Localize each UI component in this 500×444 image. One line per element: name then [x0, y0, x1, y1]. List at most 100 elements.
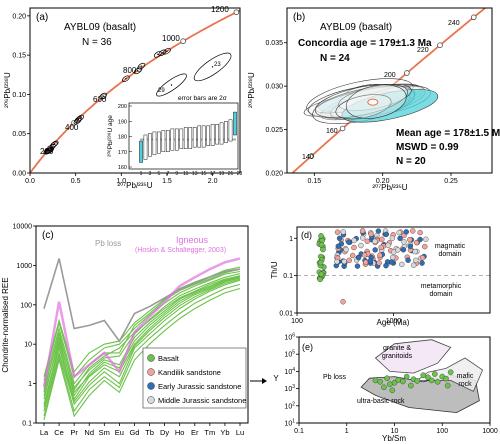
- age-error-bar: [224, 121, 228, 143]
- early-jurassic-point: [407, 243, 414, 250]
- kandilik-point: [376, 260, 382, 266]
- x-tick-label: 10: [391, 428, 399, 435]
- plot-frame: [29, 7, 241, 174]
- age-error-bar: [192, 127, 197, 148]
- basalt-point: [384, 375, 390, 382]
- age-error-bar: [157, 131, 161, 154]
- age-error-bar: [152, 131, 157, 156]
- age-error-bar: [201, 125, 206, 148]
- concordia-age-marker: [470, 14, 477, 21]
- legend-box: [142, 347, 247, 409]
- kandilik-point: [349, 252, 356, 259]
- basalt-ree-pattern: [43, 273, 241, 390]
- concordia-age-label: 1200: [211, 5, 229, 14]
- concordia-age-label: 140: [302, 154, 314, 161]
- early-jurassic-point: [335, 243, 341, 249]
- magmatic-domain-label: magmatic domain: [435, 243, 466, 258]
- inset-y-tick-label: 170: [118, 150, 127, 156]
- y-tick-exponent: 1: [292, 419, 295, 425]
- inset-note: error bars are 2σ: [178, 95, 227, 102]
- x-tick-label: Dy: [160, 428, 169, 437]
- y-tick-label: 0.10: [12, 92, 26, 99]
- kandilik-point: [377, 252, 383, 259]
- plot-frame: [296, 226, 491, 314]
- inset-y-tick-label: 190: [118, 119, 127, 125]
- x-tick-label: 1000: [386, 318, 402, 325]
- middle-jurassic-point: [341, 258, 347, 265]
- early-jurassic-point: [383, 231, 390, 238]
- age-error-bar: [219, 122, 224, 145]
- data-point: [161, 52, 164, 54]
- data-ellipse: [137, 62, 146, 70]
- early-jurassic-point: [397, 235, 403, 242]
- data-point: [102, 95, 104, 97]
- y-tick-label: 0.025: [265, 127, 283, 134]
- sample-count: N = 36: [82, 37, 112, 48]
- middle-jurassic-point: [372, 238, 378, 245]
- x-tick-label: La: [40, 428, 49, 437]
- y-tick-exponent: 4: [292, 367, 295, 373]
- basalt-point: [425, 374, 431, 381]
- early-jurassic-point: [346, 239, 352, 245]
- age-error-bar: [233, 111, 237, 136]
- basalt-ree-pattern: [43, 277, 241, 405]
- age-error-bar: [188, 127, 193, 149]
- x-tick-label: Eu: [115, 428, 124, 437]
- inset-x-tick-label: 1: [140, 171, 143, 177]
- legend-label: Basalt: [158, 354, 180, 363]
- data-point: [137, 70, 139, 72]
- x-tick-label: Pr: [70, 428, 78, 437]
- age-error-bar: [170, 128, 175, 151]
- x-tick-label: 100: [291, 318, 303, 325]
- kandilik-point: [368, 231, 374, 237]
- data-ellipse: [48, 143, 56, 151]
- age-error-bar: [143, 134, 148, 160]
- middle-jurassic-point: [423, 236, 429, 242]
- mean-age-text: Mean age = 178±1.5 Ma: [396, 128, 500, 139]
- age-error-bar: [215, 124, 219, 145]
- early-jurassic-point: [400, 247, 407, 253]
- middle-jurassic-point: [399, 261, 405, 268]
- y-tick-label: 1: [289, 236, 293, 243]
- age-error-bar: [179, 128, 184, 149]
- concordia-age-ellipse: [367, 98, 379, 106]
- x-tick-label: 0.25: [444, 178, 458, 185]
- kandilik-point: [351, 244, 357, 251]
- middle-jurassic-point: [390, 249, 397, 255]
- concordia-age-label: 1000: [162, 34, 180, 43]
- middle-jurassic-point: [395, 247, 401, 253]
- legend: Basalt Kandilik sandstone Early Jurassic…: [142, 347, 247, 409]
- early-jurassic-point: [355, 254, 362, 261]
- data-point: [157, 53, 159, 56]
- early-jurassic-point: [367, 258, 373, 264]
- x-tick-label: 1000: [482, 428, 498, 435]
- x-tick-label: 2.0: [208, 178, 218, 185]
- plot-frame: [286, 7, 493, 174]
- early-jurassic-point: [354, 263, 361, 269]
- y-tick-label: 0.020: [265, 171, 283, 178]
- x-tick-label: 0.5: [71, 178, 81, 185]
- arrow-head: [262, 378, 267, 384]
- data-point: [125, 78, 127, 80]
- sample-title: AYBL09 (basalt): [320, 22, 392, 33]
- x-tick-label: 1.5: [162, 178, 172, 185]
- basalt-point: [408, 382, 414, 389]
- legend-label: Kandilik sandstone: [158, 368, 221, 377]
- x-tick-label: Yb: [220, 428, 229, 437]
- mean-n-text: N = 20: [396, 156, 426, 167]
- x-axis-label: ²⁰⁷Pb/²³⁵U: [117, 181, 152, 190]
- y-tick-label: 10000: [13, 224, 33, 231]
- x-tick-label: Ho: [175, 428, 185, 437]
- data-ellipse: [158, 49, 167, 57]
- y-tick-label: 0.035: [265, 40, 283, 47]
- x-tick-label: 0.15: [308, 178, 322, 185]
- inset-y-tick-label: 160: [118, 165, 127, 171]
- x-axis-label: Yb/Sm: [382, 434, 406, 443]
- y-axis-label: ²⁰⁶Pb/²³⁸U: [3, 72, 12, 108]
- inset-y-tick-label: 200: [118, 104, 127, 110]
- y-tick-label: 103: [284, 384, 295, 393]
- basalt-point: [400, 378, 406, 385]
- y-tick-label: 10: [24, 342, 32, 349]
- sample-title: AYBL09 (basalt): [64, 22, 136, 33]
- panel-b: 0.15 0.20 0.25 0.020 0.025 0.030 0.035 (b) AYB…: [247, 7, 500, 192]
